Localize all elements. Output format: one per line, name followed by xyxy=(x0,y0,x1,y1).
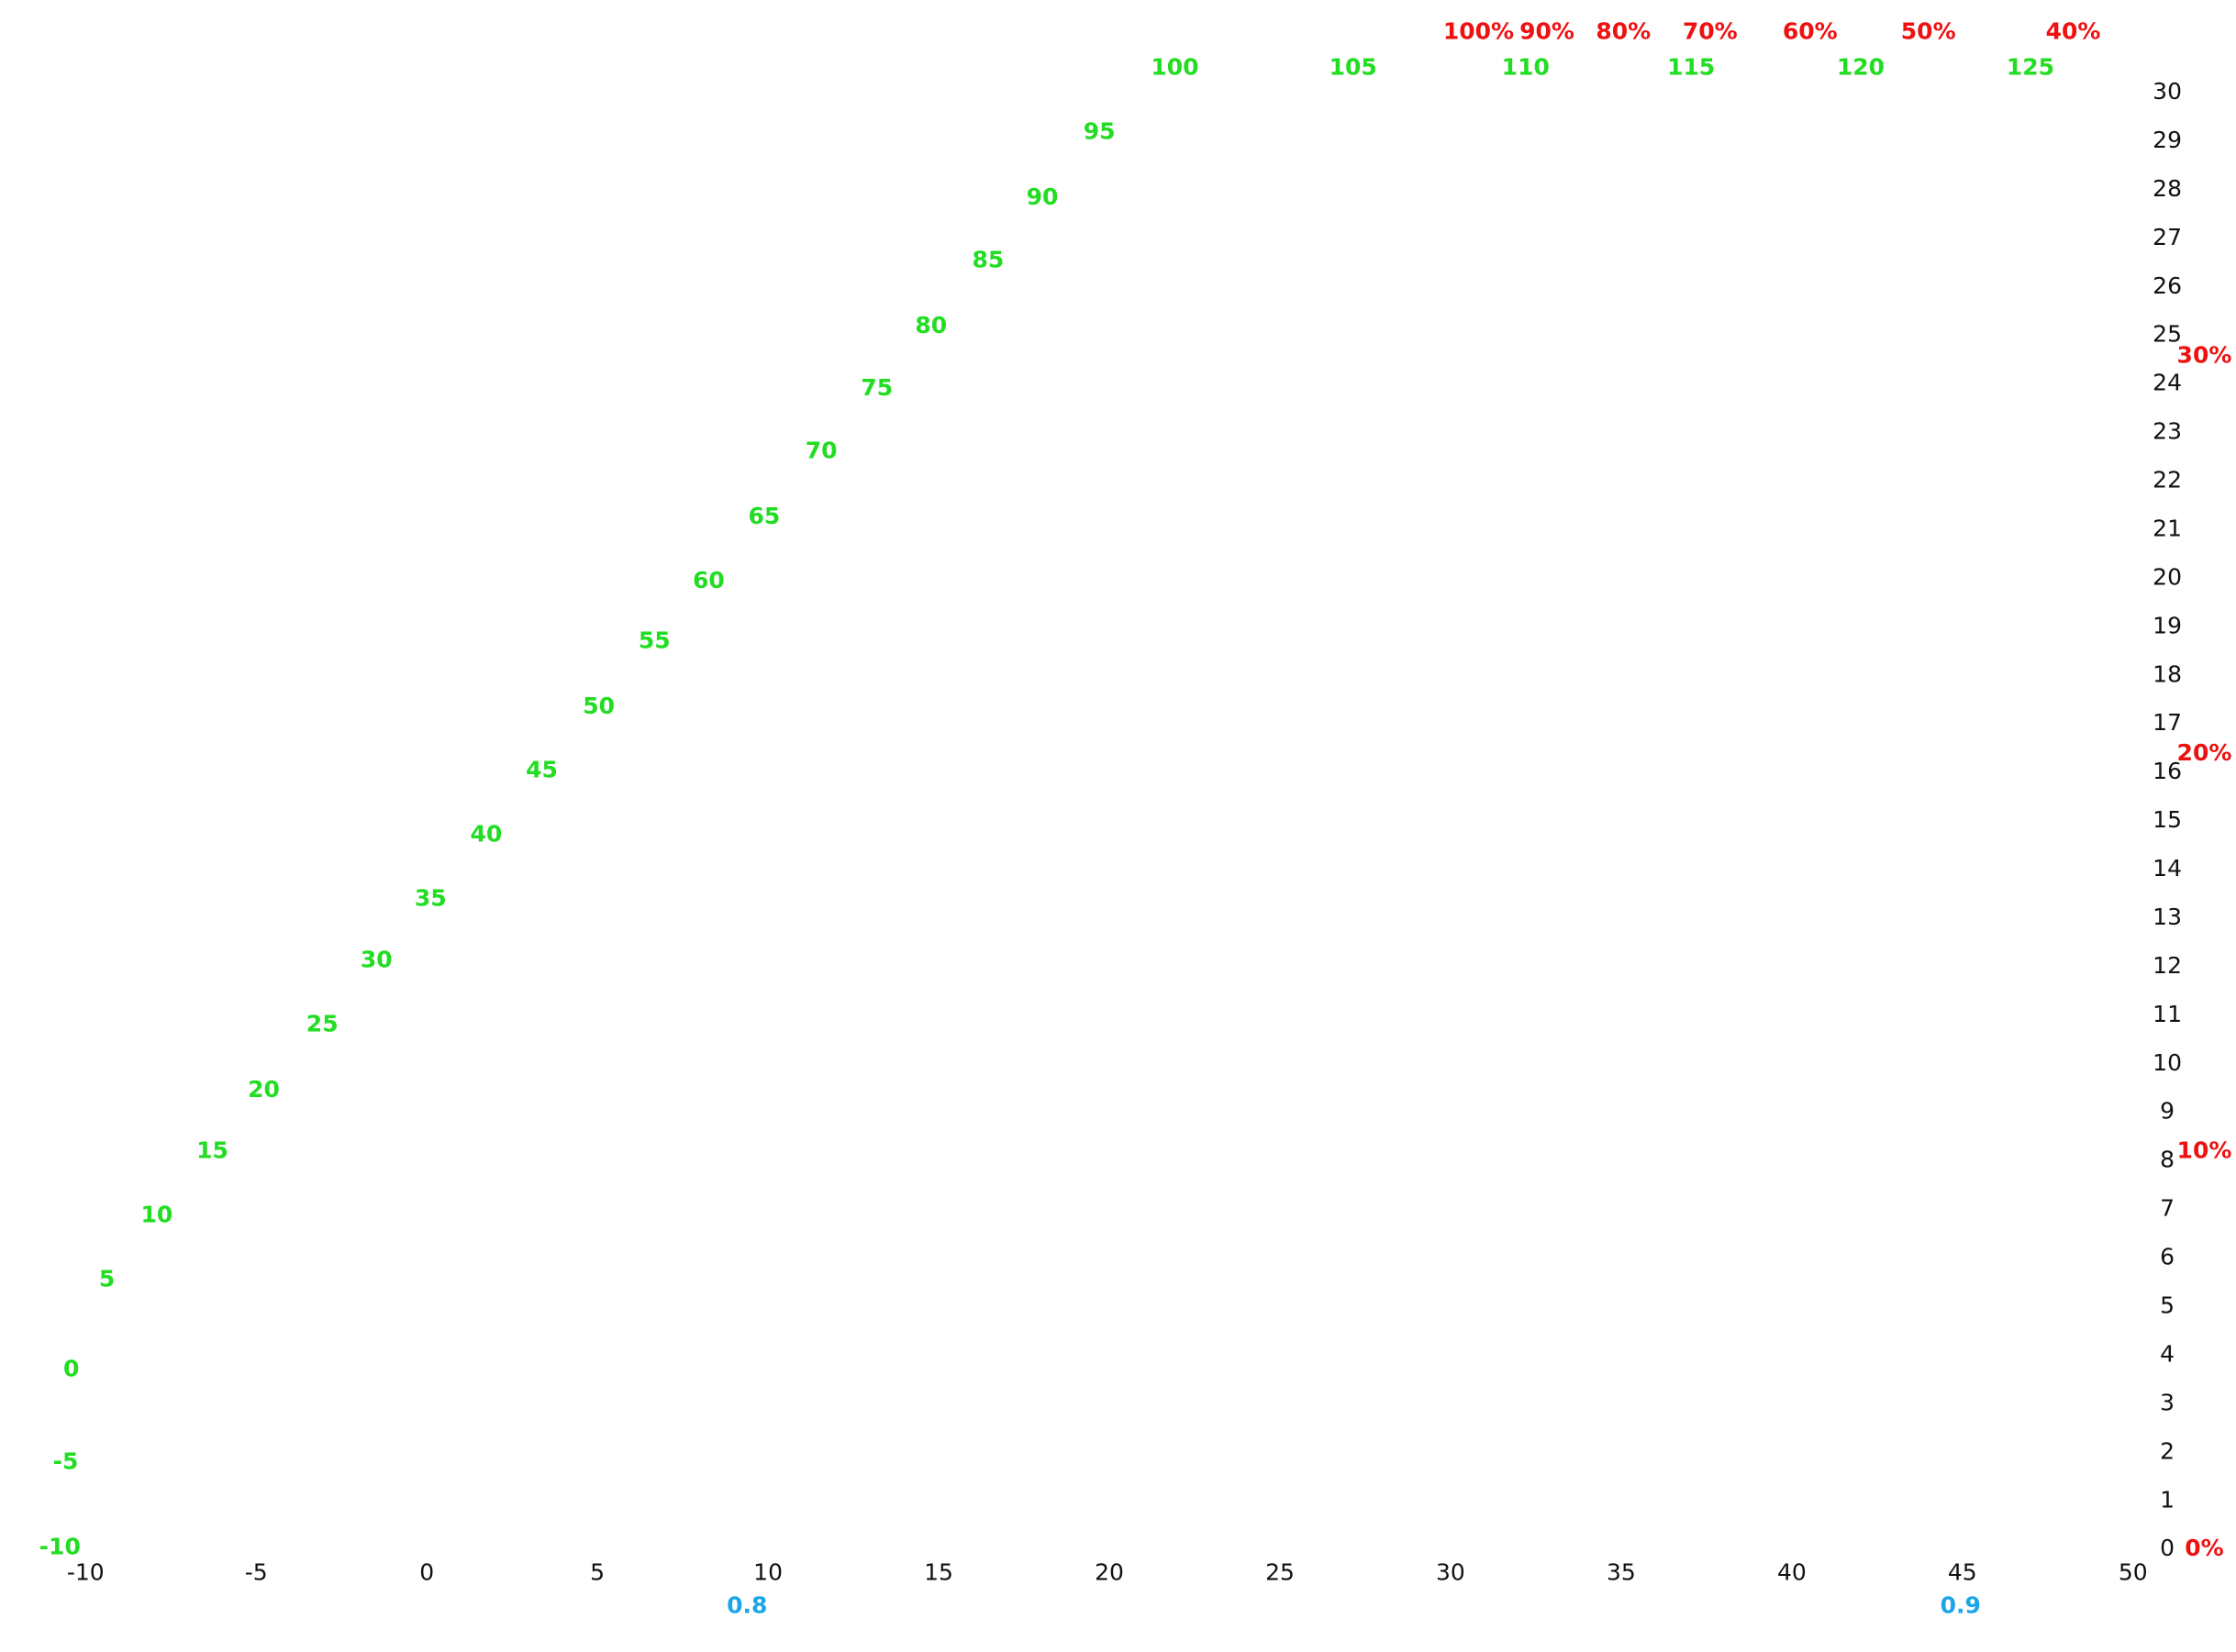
curve-tick-label: 100 xyxy=(1151,54,1198,81)
x-tick-label: 25 xyxy=(1265,1559,1295,1586)
x-tick-label: 50 xyxy=(2119,1559,2148,1586)
curve-tick-label: 115 xyxy=(1667,54,1715,81)
x2-tick-label: 40% xyxy=(2046,18,2101,45)
y-tick-label: 2 xyxy=(2160,1437,2175,1464)
y-tick-label: 24 xyxy=(2153,370,2182,396)
y-tick-label: 15 xyxy=(2153,806,2182,833)
y-tick-label: 22 xyxy=(2153,467,2182,493)
curve-tick-label: 75 xyxy=(861,374,893,401)
y-tick-label: 12 xyxy=(2153,952,2182,979)
x2-tick-label: 70% xyxy=(1683,18,1738,45)
curve-tick-label: 50 xyxy=(583,693,615,719)
y-tick-label: 9 xyxy=(2160,1098,2175,1125)
y-tick-label: 28 xyxy=(2153,175,2182,202)
x3-tick-label: 0.8 xyxy=(727,1591,767,1618)
curve-tick-label: 105 xyxy=(1329,54,1377,81)
y-tick-label: 27 xyxy=(2153,224,2182,250)
curve-tick-label: 65 xyxy=(749,503,781,529)
curve-tick-label: 45 xyxy=(526,757,558,783)
curve-tick-label: 30 xyxy=(361,946,393,972)
x2-tick-label: 80% xyxy=(1596,18,1651,45)
x-tick-label: -5 xyxy=(245,1559,268,1586)
curve-tick-label: 95 xyxy=(1084,118,1116,145)
y-tick-label: 26 xyxy=(2153,272,2182,299)
y-tick-label: 14 xyxy=(2153,855,2182,881)
y-tick-label: 16 xyxy=(2153,758,2182,784)
x-tick-label: 45 xyxy=(1948,1559,1977,1586)
y-tick-label: 10 xyxy=(2153,1049,2182,1076)
y-tick-label: 0 xyxy=(2160,1535,2175,1561)
x2-tick-label: 90% xyxy=(1519,18,1574,45)
x2-tick-label: 100% xyxy=(1443,18,1514,45)
x-tick-label: 0 xyxy=(419,1559,434,1586)
curve-tick-label: 35 xyxy=(415,885,447,912)
y-tick-label: 21 xyxy=(2153,515,2182,541)
y2-tick-label: 30% xyxy=(2177,342,2232,369)
x-tick-label: 15 xyxy=(924,1559,953,1586)
x2-tick-label: 50% xyxy=(1901,18,1956,45)
x3-tick-label: 0.9 xyxy=(1941,1591,1981,1618)
curve-tick-label: 60 xyxy=(693,567,725,593)
x-tick-label: 40 xyxy=(1777,1559,1807,1586)
curve-tick-label: 85 xyxy=(973,246,1005,272)
curve-tick-label: 110 xyxy=(1502,54,1550,81)
curve-tick-label: 0 xyxy=(63,1355,79,1381)
curve-tick-label: 90 xyxy=(1027,183,1059,210)
curve-tick-label: 10 xyxy=(141,1202,173,1228)
y-tick-label: 18 xyxy=(2153,660,2182,687)
y-tick-label: 13 xyxy=(2153,904,2182,930)
y-tick-label: 11 xyxy=(2153,1001,2182,1027)
curve-tick-label: 70 xyxy=(806,438,838,464)
y-tick-label: 19 xyxy=(2153,612,2182,638)
x-tick-label: 10 xyxy=(753,1559,783,1586)
x-tick-label: 30 xyxy=(1436,1559,1465,1586)
x-tick-label: 5 xyxy=(590,1559,605,1586)
y-tick-label: 5 xyxy=(2160,1292,2175,1319)
curve-tick-label: 20 xyxy=(248,1076,280,1103)
y2-tick-label: 20% xyxy=(2177,739,2232,766)
y-tick-label: 30 xyxy=(2153,78,2182,105)
y-tick-label: 6 xyxy=(2160,1244,2175,1270)
y2-tick-label: 10% xyxy=(2177,1137,2232,1164)
x-tick-label: 35 xyxy=(1607,1559,1636,1586)
y-tick-label: 1 xyxy=(2160,1486,2175,1513)
y-tick-label: 23 xyxy=(2153,418,2182,445)
y-tick-label: 3 xyxy=(2160,1389,2175,1415)
curve-tick-label: 55 xyxy=(639,626,671,653)
curve-tick-label: -10 xyxy=(39,1534,81,1560)
y-tick-label: 17 xyxy=(2153,709,2182,736)
curve-tick-label: -5 xyxy=(53,1447,79,1474)
y-tick-label: 20 xyxy=(2153,563,2182,590)
y-tick-label: 8 xyxy=(2160,1147,2175,1173)
curve-tick-label: 5 xyxy=(99,1265,115,1292)
y-tick-label: 29 xyxy=(2153,127,2182,153)
x2-tick-label: 60% xyxy=(1783,18,1838,45)
curve-tick-label: 125 xyxy=(2007,54,2054,81)
curve-tick-label: 120 xyxy=(1837,54,1885,81)
y-tick-label: 4 xyxy=(2160,1340,2175,1367)
y2-tick-label: 0% xyxy=(2185,1535,2223,1561)
y-tick-label: 25 xyxy=(2153,321,2182,348)
curve-tick-label: 15 xyxy=(196,1137,228,1164)
x-tick-label: -10 xyxy=(67,1559,105,1586)
curve-tick-label: 25 xyxy=(306,1010,339,1037)
curve-tick-label: 80 xyxy=(915,312,947,338)
x-tick-label: 20 xyxy=(1095,1559,1124,1586)
curve-tick-label: 40 xyxy=(471,821,503,848)
y-tick-label: 7 xyxy=(2160,1195,2175,1222)
